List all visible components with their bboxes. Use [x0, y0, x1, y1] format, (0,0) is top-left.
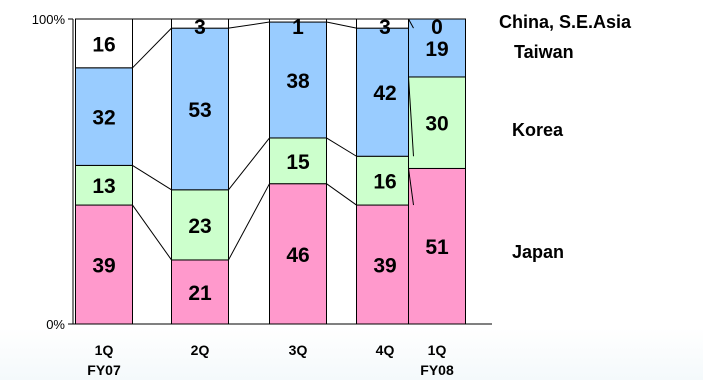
x-tick-label-1: 2Q — [191, 342, 210, 358]
connector-line — [229, 138, 270, 190]
data-label-china-s-e-asia-3: 3 — [379, 16, 391, 39]
x-tick-label-4: 1Q — [428, 342, 447, 358]
data-label-china-s-e-asia-1: 3 — [194, 16, 206, 39]
connector-line — [133, 205, 172, 260]
y-tick-label-0: 0% — [46, 317, 65, 332]
data-label-taiwan-3: 42 — [373, 82, 396, 105]
connector-line — [327, 138, 357, 156]
data-label-korea-0: 13 — [92, 175, 115, 198]
legend-label-japan: Japan — [512, 242, 564, 262]
x-tick-label-0: 1Q — [95, 342, 114, 358]
legend-label-china-s-e-asia: China, S.E.Asia — [499, 12, 632, 32]
connector-line — [327, 22, 357, 28]
connector-line — [229, 184, 270, 260]
data-label-taiwan-2: 38 — [286, 70, 310, 93]
connector-line — [229, 22, 270, 28]
x-tick-sublabel-0: FY07 — [87, 362, 121, 378]
data-label-korea-4: 30 — [425, 113, 448, 136]
x-tick-label-3: 4Q — [376, 342, 395, 358]
connector-line — [327, 184, 357, 205]
data-label-korea-2: 15 — [286, 151, 310, 174]
data-label-taiwan-0: 32 — [92, 107, 115, 130]
data-label-china-s-e-asia-0: 16 — [92, 33, 115, 56]
x-tick-label-2: 3Q — [289, 342, 308, 358]
legend-label-taiwan: Taiwan — [514, 42, 574, 62]
data-label-taiwan-4: 19 — [425, 38, 448, 61]
data-label-china-s-e-asia-4: 0 — [431, 16, 443, 39]
legend-label-korea: Korea — [512, 120, 564, 140]
data-label-japan-0: 39 — [92, 255, 115, 278]
y-tick-label-100: 100% — [32, 12, 66, 27]
connector-line — [133, 165, 172, 189]
data-label-korea-3: 16 — [373, 171, 396, 194]
data-label-japan-4: 51 — [425, 236, 449, 259]
x-tick-sublabel-4: FY08 — [420, 362, 454, 378]
data-label-japan-2: 46 — [286, 244, 309, 267]
data-label-japan-1: 21 — [188, 282, 212, 305]
data-label-china-s-e-asia-2: 1 — [292, 16, 304, 39]
data-label-taiwan-1: 53 — [188, 99, 211, 122]
data-label-korea-1: 23 — [188, 215, 211, 238]
data-label-japan-3: 39 — [373, 255, 396, 278]
connector-line — [133, 28, 172, 68]
